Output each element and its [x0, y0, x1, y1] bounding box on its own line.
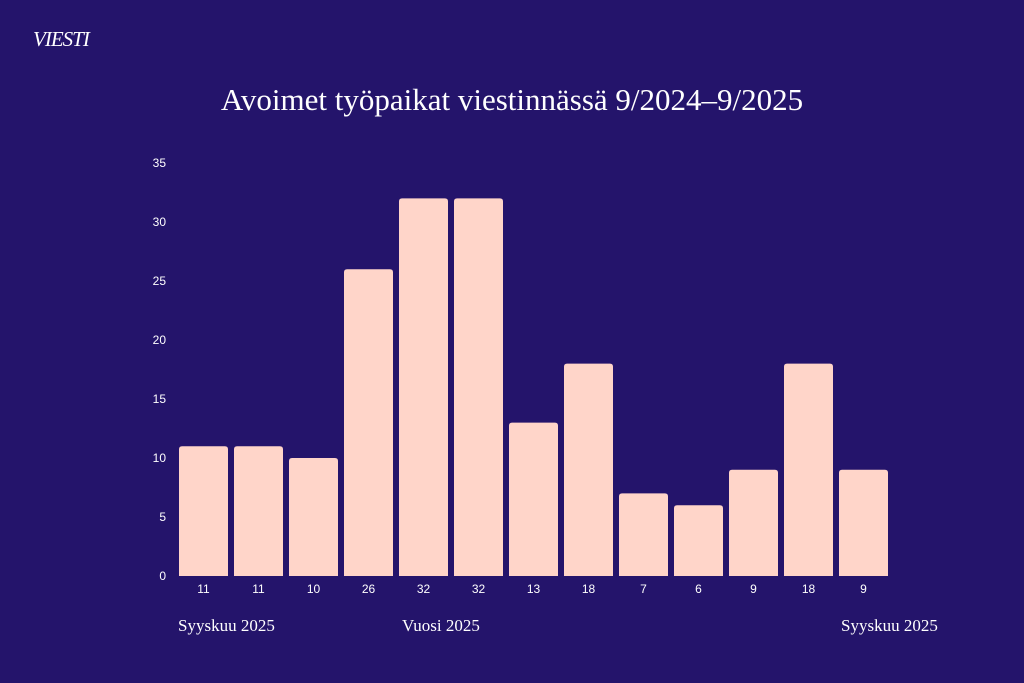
bar: [509, 422, 558, 576]
data-label: 9: [750, 582, 757, 596]
y-tick-label: 5: [159, 510, 166, 524]
y-tick-label: 35: [153, 156, 167, 170]
y-tick-label: 25: [153, 274, 167, 288]
data-label: 9: [860, 582, 867, 596]
annotation-end: Syyskuu 2025: [841, 616, 938, 635]
y-tick-label: 0: [159, 569, 166, 583]
viesti-logo: VIESTI: [33, 27, 90, 51]
bar: [454, 198, 503, 576]
bar: [289, 458, 338, 576]
data-label: 18: [582, 582, 596, 596]
bar: [839, 469, 888, 576]
bar: [344, 269, 393, 576]
bar: [784, 363, 833, 576]
y-tick-label: 20: [153, 333, 167, 347]
bar: [234, 446, 283, 576]
bar: [619, 493, 668, 576]
y-tick-label: 10: [153, 451, 167, 465]
y-tick-label: 30: [153, 215, 167, 229]
data-label: 6: [695, 582, 702, 596]
data-label: 10: [307, 582, 321, 596]
bar: [179, 446, 228, 576]
annotation-middle: Vuosi 2025: [402, 616, 480, 635]
annotation-start: Syyskuu 2025: [178, 616, 275, 635]
chart-title: Avoimet työpaikat viestinnässä 9/2024–9/…: [220, 82, 804, 117]
bar: [674, 505, 723, 576]
y-tick-label: 15: [153, 392, 167, 406]
data-label: 11: [197, 582, 210, 596]
data-label: 13: [527, 582, 541, 596]
bar: [564, 363, 613, 576]
data-label: 11: [252, 582, 265, 596]
data-label: 32: [472, 582, 486, 596]
data-label: 18: [802, 582, 816, 596]
data-label: 26: [362, 582, 376, 596]
bar: [399, 198, 448, 576]
data-label: 32: [417, 582, 431, 596]
data-label: 7: [640, 582, 647, 596]
bar: [729, 469, 778, 576]
